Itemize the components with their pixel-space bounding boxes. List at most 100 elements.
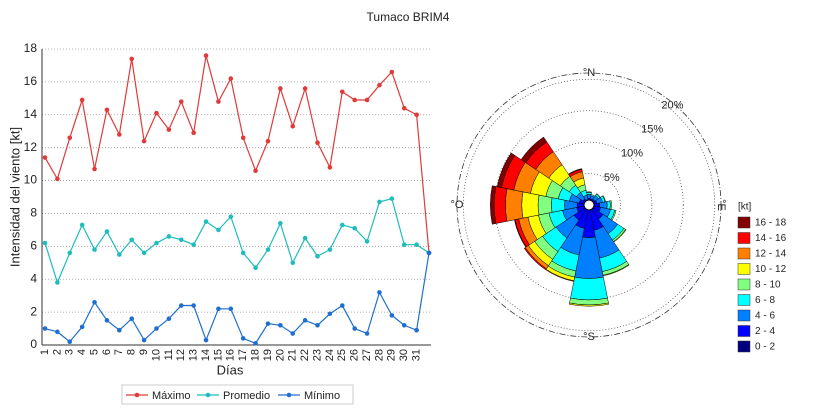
marker: [302, 318, 308, 323]
wedge: [505, 188, 524, 222]
x-tick-label: 6: [101, 349, 113, 355]
y-tick-label: 14: [24, 107, 38, 121]
x-tick-label: 26: [349, 349, 361, 361]
marker: [364, 331, 370, 336]
marker: [216, 306, 221, 312]
wedge: [490, 185, 497, 225]
legend-label: 10 - 12: [755, 264, 787, 275]
marker: [216, 227, 221, 233]
marker: [240, 135, 246, 141]
y-tick-label: 6: [30, 239, 37, 253]
wedge: [568, 168, 583, 176]
x-tick-label: 31: [411, 349, 423, 361]
marker: [79, 222, 85, 228]
marker: [67, 135, 73, 141]
direction-label: °E: [715, 199, 727, 211]
marker: [401, 322, 407, 328]
x-tick-label: 18: [249, 349, 261, 361]
marker: [389, 69, 395, 75]
marker: [55, 280, 60, 285]
marker: [141, 250, 147, 256]
x-tick-label: 7: [113, 349, 125, 355]
y-axis-label: Intensidad del viento [kt]: [7, 127, 22, 267]
marker: [55, 176, 60, 182]
marker: [327, 247, 333, 252]
x-tick-label: 14: [200, 349, 212, 361]
r-tick-label: 5%: [604, 172, 620, 184]
wedge: [609, 200, 612, 210]
y-tick-label: 0: [30, 337, 37, 351]
marker: [352, 326, 357, 331]
marker: [42, 326, 48, 331]
marker: [426, 250, 432, 256]
legend-label: 12 - 14: [755, 249, 787, 260]
y-tick-label: 12: [24, 140, 38, 154]
x-tick-label: 11: [163, 349, 175, 360]
marker: [352, 225, 357, 231]
y-tick-label: 10: [24, 173, 38, 187]
marker: [129, 316, 135, 321]
chart-title: Tumaco BRIM4: [367, 10, 450, 24]
marker: [253, 341, 258, 346]
x-tick-label: 10: [150, 349, 162, 361]
legend-label: 8 - 10: [755, 280, 781, 291]
marker: [117, 327, 122, 333]
grid-ring: [525, 141, 653, 269]
marker: [401, 105, 407, 111]
marker: [315, 253, 320, 259]
wedge: [595, 193, 601, 199]
legend-swatch: [737, 247, 751, 260]
marker: [166, 316, 172, 321]
y-tick-label: 2: [30, 304, 37, 318]
y-tick-label: 16: [24, 74, 38, 88]
wedge: [570, 276, 608, 301]
marker: [141, 138, 147, 144]
wedge: [610, 209, 617, 221]
legend-label: 6 - 8: [755, 295, 775, 306]
marker: [178, 237, 184, 243]
marker: [104, 229, 110, 234]
marker: [67, 250, 73, 256]
wedge: [590, 194, 596, 198]
marker: [104, 318, 110, 323]
legend-swatch: [737, 263, 751, 275]
wedge: [602, 195, 606, 203]
x-tick-label: 21: [287, 349, 299, 361]
legend-swatch: [737, 340, 751, 353]
legend-label: 16 - 18: [755, 218, 787, 229]
x-tick-label: 24: [324, 349, 336, 361]
legend-swatch: [737, 216, 751, 229]
r-tick-label: 20%: [661, 100, 683, 112]
x-tick-label: 9: [138, 349, 150, 355]
legend-swatch: [737, 232, 751, 244]
marker: [166, 127, 172, 132]
wedge: [602, 264, 630, 277]
wedge: [521, 191, 540, 219]
marker: [203, 53, 209, 58]
marker: [240, 250, 246, 256]
y-tick-label: 4: [30, 271, 37, 285]
marker: [302, 86, 308, 91]
x-tick-label: 15: [212, 349, 224, 361]
x-tick-label: 16: [225, 349, 237, 361]
y-tick-label: 18: [24, 41, 38, 55]
marker: [389, 313, 395, 318]
legend-swatch: [737, 309, 751, 322]
wedge: [496, 152, 516, 188]
grid-ring: [462, 78, 716, 332]
x-tick-label: 2: [51, 349, 63, 355]
legend-swatch: [737, 325, 751, 337]
wedge: [537, 194, 553, 216]
direction-label: °O: [451, 199, 464, 211]
wedge: [493, 186, 508, 224]
marker: [265, 138, 271, 144]
legend-label: 2 - 4: [755, 326, 775, 337]
marker: [414, 242, 419, 247]
marker: [302, 235, 308, 241]
marker: [42, 155, 48, 160]
legend-swatch: [737, 294, 751, 306]
marker: [191, 242, 196, 247]
marker: [265, 247, 271, 252]
